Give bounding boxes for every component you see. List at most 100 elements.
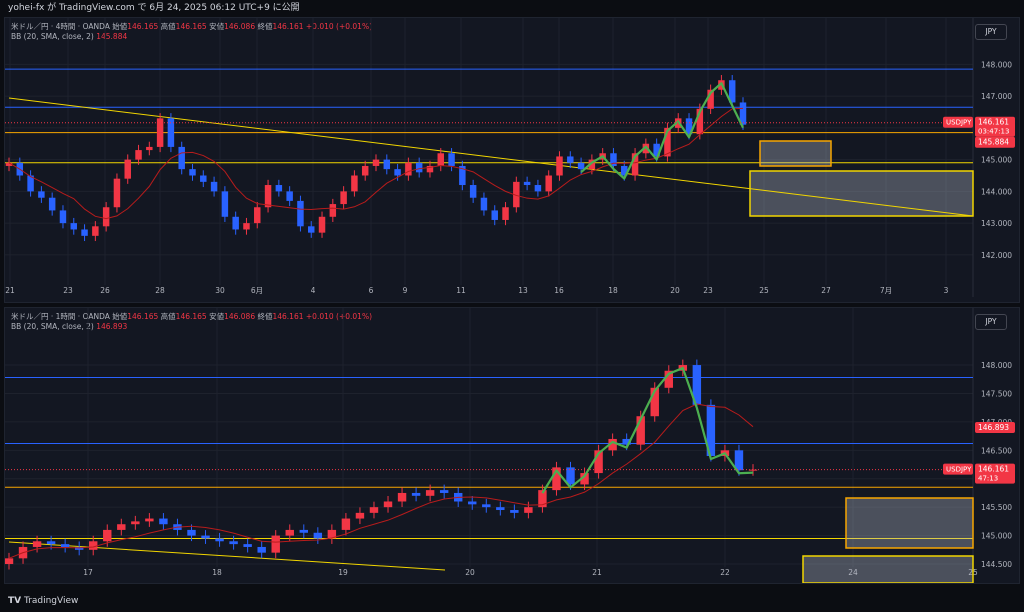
candle-body [664,127,671,157]
x-tick-label: 17 [83,568,93,577]
symbol-label: USDJPY [946,119,972,127]
candle-body [243,223,250,230]
candle-body [340,191,347,205]
candle-body [469,185,477,198]
candle-body [425,490,435,496]
candle-body [201,535,210,539]
candle-body [229,541,238,545]
candle-body [631,153,639,176]
x-tick-label: 30 [215,286,225,295]
tradingview-logo: TV [8,596,22,606]
candle-body [327,529,337,539]
candle-body [372,159,380,166]
candle-body [556,156,563,176]
candle-body [594,450,603,474]
candle-body [351,175,358,192]
candle-body [257,546,266,553]
y-tick-label: 145.500 [981,503,1012,512]
candle-body [254,207,261,224]
symbol-name: 米ドル／円 · 4時間 · OANDA [11,22,110,31]
symbol-label-box [943,116,973,128]
candle-body [145,518,154,522]
change-value: +0.010 (+0.01%) [305,312,372,321]
x-tick-label: 21 [5,286,15,295]
x-tick-label: 27 [821,286,831,295]
wave-annotation [580,82,744,180]
candle-body [286,191,293,201]
zone-rectangle [845,497,974,549]
candle-body [650,387,659,417]
candle-body [200,175,207,182]
candle-body [243,544,252,547]
candle-body [707,89,714,109]
symbol-label-box [943,463,973,475]
candle-body [46,541,56,545]
candle-body [426,165,434,173]
price-label-box [975,463,1015,484]
publish-header-text: yohei-fx が TradingView.com で 6月 24, 2025… [8,3,300,13]
close-value: 146.161 [272,312,304,321]
candle-body [117,524,126,530]
price-label: 146.161 [978,118,1009,127]
bb-label-box [975,136,1015,148]
x-tick-label: 3 [944,286,949,295]
open-value: 146.165 [127,312,159,321]
candle-body [102,207,110,227]
candle-body [92,226,99,236]
y-tick-label: 144.500 [981,560,1012,569]
chart-panel-1h[interactable]: 米ドル／円 · 1時間 · OANDA 始値146.165 高値146.165 … [4,307,1020,584]
candle-body [692,365,702,405]
candle-body [566,467,575,485]
chart-canvas-4h[interactable]: 148.000147.000146.000145.000144.000143.0… [5,18,1019,302]
candle-body [608,438,617,451]
x-tick-label: 19 [338,568,348,577]
y-tick-label: 147.500 [981,389,1012,398]
candle-body [696,108,704,135]
candle-body [232,216,239,230]
candle-body [567,156,574,163]
candle-body [706,404,716,457]
candle-body [264,185,272,208]
bb-label: 146.893 [978,423,1009,432]
bb-basis-line [8,107,744,220]
candle-body [299,529,309,533]
candle-body [642,143,650,154]
x-tick-label: 25 [759,286,769,295]
y-tick-label: 147.000 [981,92,1012,101]
candle-body [307,226,315,233]
candle-body [361,165,369,176]
candle-body [103,529,112,542]
symbol-legend: 米ドル／円 · 4時間 · OANDA 始値146.165 高値146.165 … [11,22,372,31]
candle-body [538,490,547,508]
x-tick-label: 6 [369,286,374,295]
wave-annotation [541,366,754,494]
candle-body [178,146,185,170]
bb-label: 145.884 [978,138,1009,147]
x-tick-label: 18 [212,568,222,577]
candle-body [480,197,488,211]
currency-button[interactable]: JPY [975,24,1007,40]
x-tick-label: 18 [608,286,618,295]
price-label-box [975,116,1015,137]
candle-body [577,162,585,170]
candle-body [81,229,88,236]
candle-body [167,118,175,147]
x-tick-label: 16 [554,286,564,295]
candle-body [187,529,196,536]
currency-button[interactable]: JPY [975,314,1007,330]
trend-line [8,97,974,217]
candle-body [59,210,67,224]
zone-rectangle [749,170,974,217]
chart-canvas-1h[interactable]: 148.000147.500147.000146.500146.000145.5… [5,308,1019,583]
candle-body [734,450,744,471]
x-tick-label: 9 [403,286,408,295]
y-tick-label: 142.000 [981,251,1012,260]
x-tick-label: 7月 [880,286,892,295]
candle-body [448,153,455,166]
y-tick-label: 148.000 [981,361,1012,370]
candle-body [135,150,142,160]
high-value: 146.165 [175,312,207,321]
chart-panel-4h[interactable]: 米ドル／円 · 4時間 · OANDA 始値146.165 高値146.165 … [4,17,1020,303]
candle-body [552,467,561,491]
candle-body [439,490,449,493]
